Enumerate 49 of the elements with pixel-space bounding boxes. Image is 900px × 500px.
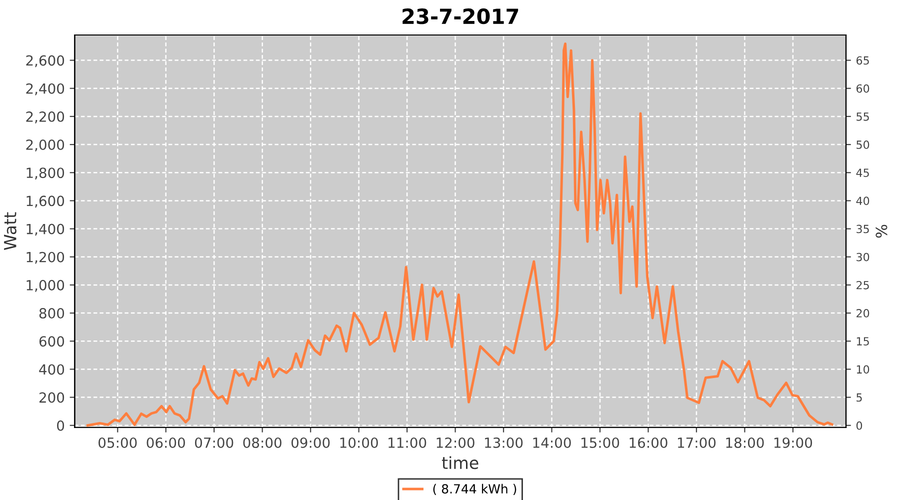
x-tick-label: 08:00 <box>243 437 282 448</box>
x-tick-label: 06:00 <box>146 437 185 448</box>
y-tick-label: 1,400 <box>26 224 64 236</box>
y-tick-label: 2,000 <box>26 140 64 152</box>
x-tick-label: 15:00 <box>582 437 620 448</box>
x-tick-label: 16:00 <box>630 437 668 448</box>
y-tick-label: 1,800 <box>26 168 64 180</box>
y-tick-label: 600 <box>39 336 64 347</box>
y-tick-label: 1,200 <box>26 252 64 264</box>
y-tick-label: 1,000 <box>26 280 64 292</box>
x-tick-label: 14:00 <box>533 437 571 448</box>
y-tick-label: 2,600 <box>26 55 64 68</box>
x-tick-label: 18:00 <box>726 437 764 448</box>
x-tick-label: 07:00 <box>195 437 234 448</box>
y2-tick-label: 60 <box>856 84 870 93</box>
x-tick-label: 13:00 <box>485 437 523 448</box>
y-tick-label: 800 <box>39 308 64 319</box>
x-tick-label: 05:00 <box>98 437 137 448</box>
y2-tick-label: 35 <box>856 224 869 234</box>
x-tick-label: 10:00 <box>340 437 378 448</box>
y2-tick-label: 55 <box>856 112 869 121</box>
x-axis-title: time <box>442 456 478 470</box>
legend-label: ( 8.744 kWh ) <box>433 484 516 496</box>
y2-tick-label: 5 <box>856 393 862 402</box>
y2-tick-label: 30 <box>856 252 870 262</box>
y2-tick-label: 20 <box>856 309 870 318</box>
x-tick-label: 17:00 <box>678 437 716 448</box>
x-tick-label: 19:00 <box>774 437 812 448</box>
y-tick-label: 1,600 <box>26 196 64 208</box>
y2-tick-label: 0 <box>856 421 862 430</box>
y2-tick-label: 65 <box>856 56 869 65</box>
y2-tick-label: 50 <box>856 140 870 149</box>
y2-tick-label: 25 <box>856 280 869 290</box>
y-tick-label: 2,400 <box>26 83 64 96</box>
y-tick-label: 200 <box>39 392 64 403</box>
x-tick-label: 12:00 <box>436 437 474 448</box>
chart-title: 23-7-2017 <box>402 8 518 24</box>
y-tick-label: 2,200 <box>26 111 64 124</box>
y2-tick-label: 15 <box>856 337 869 346</box>
y-axis-title: Watt <box>4 212 16 250</box>
x-tick-label: 09:00 <box>291 437 330 448</box>
y2-tick-label: 10 <box>856 365 870 374</box>
x-tick-label: 11:00 <box>388 437 426 448</box>
y2-tick-label: 40 <box>856 196 870 206</box>
y2-tick-label: 45 <box>856 168 869 177</box>
line-series <box>86 42 834 427</box>
y-tick-label: 0 <box>57 420 64 431</box>
y2-axis-title: % <box>876 224 888 238</box>
y-tick-label: 400 <box>39 364 64 375</box>
